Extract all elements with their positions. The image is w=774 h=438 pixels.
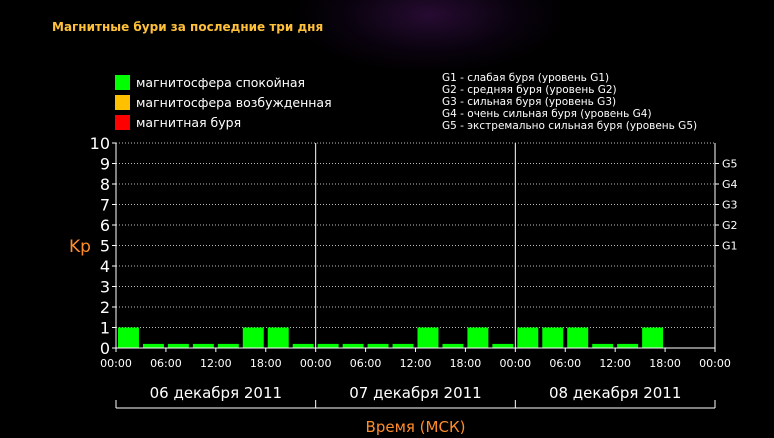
x-tick-label: 06:00 — [350, 357, 382, 370]
page-title: Магнитные бури за последние три дня — [52, 20, 324, 34]
y-tick-label: 2 — [100, 298, 110, 317]
bar — [267, 327, 289, 348]
y-axis-title: Kp — [69, 237, 91, 257]
y-tick-label: 0 — [100, 339, 110, 358]
legend-item-storm: магнитная буря — [115, 112, 332, 132]
y-tick-label: 1 — [100, 319, 110, 338]
y-tick-label: 8 — [100, 175, 110, 194]
legend-item-excited: магнитосфера возбужденная — [115, 92, 332, 112]
y-tick-label: 5 — [100, 237, 110, 256]
bar — [517, 327, 539, 348]
legend-swatch-red — [115, 114, 130, 130]
bar — [442, 343, 464, 348]
bar — [417, 327, 439, 348]
storm-level-g1: G1 - слабая буря (уровень G1) — [442, 72, 610, 84]
x-tick-label: 18:00 — [250, 357, 282, 370]
legend-swatch-orange — [115, 94, 130, 110]
bar — [217, 343, 239, 348]
grid-lines — [116, 142, 715, 328]
day-label: 08 декабря 2011 — [549, 384, 681, 402]
y-tick-label: 3 — [100, 278, 110, 297]
legend-label: магнитосфера возбужденная — [136, 94, 332, 110]
y-tick-label: 7 — [100, 196, 110, 215]
g-level-label: G1 — [722, 240, 738, 253]
x-tick-label: 06:00 — [549, 357, 581, 370]
bar — [617, 343, 639, 348]
legend-swatch-green — [115, 74, 130, 90]
storm-level-legend: G1 - слабая буря (уровень G1) G2 - средн… — [442, 72, 697, 132]
g-level-label: G4 — [722, 178, 738, 191]
storm-level-g3: G3 - сильная буря (уровень G3) — [442, 96, 617, 108]
axis-labels: 01 23 45 67 89 10 G1 G2 G3 G4 G5 Kp 00:00 06:00 12:00 1… — [69, 134, 738, 436]
bar — [492, 343, 514, 348]
y-tick-label: 4 — [100, 257, 110, 276]
day-label: 06 декабря 2011 — [150, 384, 282, 402]
y-tick-label: 10 — [90, 134, 110, 153]
storm-level-g2: G2 - средняя буря (уровень G2) — [442, 84, 617, 96]
x-tick-label: 12:00 — [400, 357, 432, 370]
g-level-label: G3 — [722, 199, 738, 212]
bar — [642, 327, 664, 348]
y-tick-label: 9 — [100, 155, 110, 174]
bar — [292, 343, 314, 348]
x-tick-label: 18:00 — [450, 357, 482, 370]
bar — [567, 327, 589, 348]
bar — [118, 327, 139, 348]
x-tick-label: 00:00 — [300, 357, 332, 370]
legend-label: магнитосфера спокойная — [136, 74, 306, 90]
bar — [542, 327, 564, 348]
storm-level-g5: G5 - экстремально сильная буря (уровень … — [442, 120, 698, 132]
legend-label: магнитная буря — [136, 114, 242, 130]
x-tick-label: 06:00 — [150, 357, 182, 370]
bar — [192, 343, 214, 348]
background-glow — [300, 0, 560, 70]
y-tick-label: 6 — [100, 216, 110, 235]
axes — [112, 142, 719, 409]
x-tick-label: 18:00 — [649, 357, 681, 370]
legend-item-calm: магнитосфера спокойная — [115, 72, 332, 92]
storm-level-g4: G4 - очень сильная буря (уровень G4) — [442, 108, 652, 120]
bars — [118, 327, 664, 348]
g-level-label: G2 — [722, 219, 738, 232]
x-axis-title: Время (МСК) — [366, 418, 466, 436]
bar — [467, 327, 489, 348]
bar — [167, 343, 189, 348]
x-tick-label: 00:00 — [699, 357, 731, 370]
x-tick-label: 12:00 — [599, 357, 631, 370]
bar — [342, 343, 364, 348]
day-label: 07 декабря 2011 — [349, 384, 481, 402]
bar — [317, 343, 339, 348]
bar — [592, 343, 614, 348]
legend: магнитосфера спокойная магнитосфера возб… — [115, 72, 332, 132]
x-tick-label: 12:00 — [200, 357, 232, 370]
x-tick-label: 00:00 — [499, 357, 531, 370]
bar — [242, 327, 264, 348]
bar — [392, 343, 414, 348]
g-level-label: G5 — [722, 158, 738, 171]
bar — [142, 343, 164, 348]
bar — [367, 343, 389, 348]
x-tick-label: 00:00 — [100, 357, 132, 370]
